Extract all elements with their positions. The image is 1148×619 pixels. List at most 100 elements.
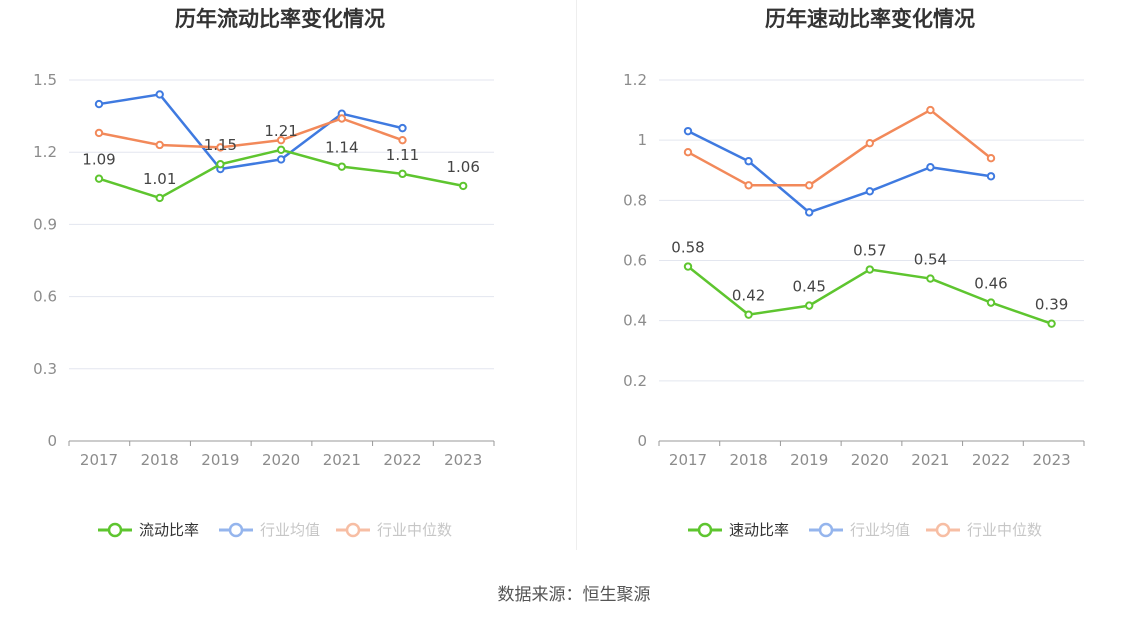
y-tick-label: 0.9 xyxy=(33,215,57,233)
data-label: 0.45 xyxy=(792,278,825,296)
x-tick-label: 2018 xyxy=(730,451,768,469)
data-point xyxy=(986,298,996,307)
data-point xyxy=(805,181,814,190)
x-tick-label: 2019 xyxy=(790,451,828,469)
data-label: 0.54 xyxy=(914,251,947,269)
data-point xyxy=(683,126,693,136)
data-label: 1.01 xyxy=(143,170,176,188)
y-tick-label: 0.3 xyxy=(33,360,57,378)
legend-label: 行业均值 xyxy=(260,521,320,539)
data-label: 0.39 xyxy=(1035,296,1068,314)
series-line xyxy=(98,93,403,171)
data-point xyxy=(337,162,346,171)
x-tick-label: 2017 xyxy=(669,451,707,469)
data-point xyxy=(683,148,693,157)
x-tick-label: 2022 xyxy=(972,451,1010,469)
data-point xyxy=(216,143,225,152)
y-tick-label: 0.6 xyxy=(33,288,57,306)
y-tick-label: 0.8 xyxy=(623,191,647,209)
x-tick-label: 2021 xyxy=(911,451,949,469)
data-point xyxy=(216,160,225,169)
legend-marker xyxy=(345,522,361,538)
data-label: 0.58 xyxy=(671,239,704,257)
y-tick-label: 1.5 xyxy=(33,71,57,89)
data-point xyxy=(865,138,874,148)
legend-marker xyxy=(935,522,951,538)
data-point xyxy=(744,157,753,166)
data-point xyxy=(155,193,164,203)
data-point xyxy=(683,262,693,271)
legend-item: 行业中位数 xyxy=(336,521,452,539)
y-tick-label: 0.6 xyxy=(623,252,647,270)
data-point xyxy=(805,208,814,217)
x-tick-label: 2017 xyxy=(80,451,118,469)
data-point xyxy=(865,187,874,196)
series-line xyxy=(687,108,992,187)
current-ratio-chart: 历年流动比率变化情况 0 0.3 0.6 0.9 1.2 1.5 2017 2018 2019 20… xyxy=(33,7,495,539)
data-point xyxy=(276,145,286,154)
data-point xyxy=(926,105,935,115)
legend-item: 速动比率 xyxy=(688,521,789,539)
series-line xyxy=(687,130,992,214)
data-point xyxy=(155,140,164,150)
data-label: 1.11 xyxy=(386,146,419,164)
data-label: 0.42 xyxy=(732,287,765,305)
data-point xyxy=(155,90,164,99)
data-label: 1.09 xyxy=(82,151,115,169)
y-tick-label: 0.4 xyxy=(623,312,647,330)
data-label: 1.14 xyxy=(325,139,358,157)
y-tick-label: 0 xyxy=(637,432,647,450)
legend-item: 行业中位数 xyxy=(926,521,1042,539)
x-tick-label: 2018 xyxy=(141,451,179,469)
x-tick-label: 2020 xyxy=(262,451,300,469)
data-point xyxy=(926,274,935,283)
x-tick-label: 2023 xyxy=(444,451,482,469)
legend-marker xyxy=(818,522,834,538)
data-point xyxy=(744,310,753,319)
data-point xyxy=(986,172,996,181)
x-tick-label: 2021 xyxy=(323,451,361,469)
legend-marker xyxy=(107,522,123,538)
legend-item: 流动比率 xyxy=(98,521,199,539)
legend-marker xyxy=(228,522,244,538)
data-label: 0.57 xyxy=(853,242,886,260)
x-tick-label: 2023 xyxy=(1033,451,1071,469)
legend-marker xyxy=(697,522,713,538)
data-point xyxy=(398,135,407,145)
data-label: 1.06 xyxy=(446,158,479,176)
x-tick-label: 2022 xyxy=(383,451,421,469)
data-point xyxy=(459,181,468,191)
y-tick-label: 0.2 xyxy=(623,372,647,390)
data-label: 1.15 xyxy=(204,136,237,154)
legend-label: 速动比率 xyxy=(729,521,789,539)
data-point xyxy=(94,128,104,138)
data-point xyxy=(744,181,753,190)
chart-title: 历年流动比率变化情况 xyxy=(175,7,385,31)
data-label: 1.21 xyxy=(264,122,297,140)
data-point xyxy=(398,169,407,179)
data-point xyxy=(805,301,814,310)
data-point xyxy=(986,154,996,163)
chart-title: 历年速动比率变化情况 xyxy=(765,7,975,31)
legend-item: 行业均值 xyxy=(809,521,910,539)
data-point xyxy=(926,163,935,172)
x-tick-label: 2020 xyxy=(851,451,889,469)
legend-label: 行业中位数 xyxy=(377,521,452,539)
x-tick-label: 2019 xyxy=(201,451,239,469)
legend-label: 行业中位数 xyxy=(967,521,1042,539)
y-tick-label: 1.2 xyxy=(33,143,57,161)
data-point xyxy=(865,265,874,274)
y-tick-label: 1.2 xyxy=(623,71,647,89)
legend-item: 行业均值 xyxy=(219,521,320,539)
data-point xyxy=(94,174,104,183)
data-label: 0.46 xyxy=(974,275,1007,293)
chart-divider xyxy=(576,0,577,550)
y-tick-label: 0 xyxy=(47,432,57,450)
data-point xyxy=(276,155,286,164)
series-line xyxy=(98,117,403,149)
data-point xyxy=(94,99,104,109)
data-point xyxy=(1047,319,1056,328)
data-point xyxy=(337,114,346,123)
data-point xyxy=(276,135,286,145)
